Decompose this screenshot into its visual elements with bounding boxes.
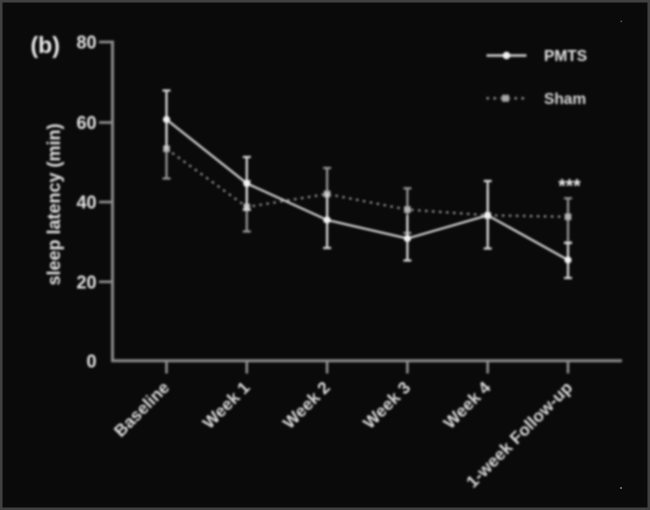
svg-text:Sham: Sham	[544, 91, 586, 108]
svg-text:80: 80	[76, 33, 96, 53]
svg-text:60: 60	[76, 113, 96, 133]
svg-text:0: 0	[86, 351, 96, 371]
svg-text:40: 40	[76, 193, 96, 213]
svg-text:PMTS: PMTS	[544, 48, 587, 65]
svg-text:(b): (b)	[31, 32, 60, 58]
svg-text:20: 20	[76, 272, 96, 292]
svg-text:***: ***	[558, 177, 581, 198]
svg-text:sleep latency (min): sleep latency (min)	[44, 123, 64, 285]
